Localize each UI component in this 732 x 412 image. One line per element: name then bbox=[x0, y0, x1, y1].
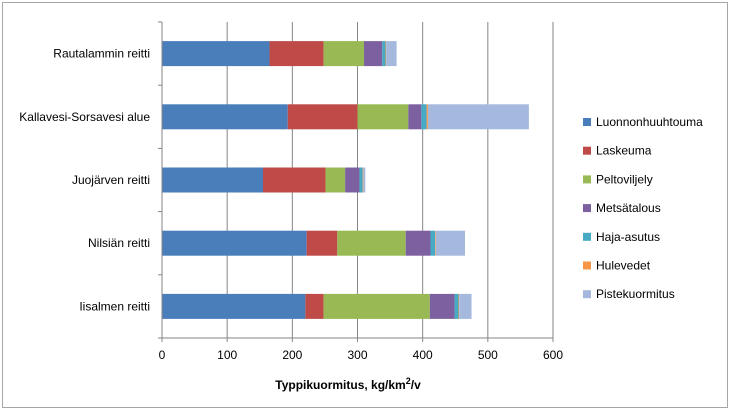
legend-swatch bbox=[583, 232, 591, 241]
bar-segment bbox=[385, 41, 387, 67]
bar-segment bbox=[359, 167, 363, 193]
bar-segment bbox=[458, 293, 460, 319]
bar-segment bbox=[435, 230, 436, 256]
legend-swatch bbox=[583, 261, 591, 270]
x-tick-label: 400 bbox=[413, 348, 433, 362]
category-label: Iisalmen reitti bbox=[79, 299, 150, 313]
category-label: Juojärven reitti bbox=[72, 173, 150, 187]
bars bbox=[162, 41, 529, 319]
bar-segment bbox=[325, 167, 346, 193]
bar-segment bbox=[421, 104, 427, 130]
x-tick-label: 0 bbox=[159, 348, 166, 362]
chart-frame bbox=[2, 2, 728, 408]
bar-segment bbox=[405, 230, 431, 256]
bar-segment bbox=[337, 230, 406, 256]
bar-segment bbox=[162, 104, 288, 130]
bar-segment bbox=[386, 41, 397, 67]
category-label: Nilsiän reitti bbox=[88, 236, 150, 250]
legend-swatch bbox=[583, 118, 591, 126]
bar-segment bbox=[323, 293, 430, 319]
bar-segment bbox=[408, 104, 422, 130]
bar-segment bbox=[429, 293, 455, 319]
category-label: Rautalammin reitti bbox=[53, 47, 150, 61]
x-axis-title: Typpikuormitus, kg/km2/v bbox=[275, 376, 421, 392]
legend-swatch bbox=[583, 204, 591, 213]
legend: Luonnonhuuhtouma Laskeuma Peltoviljely Mets… bbox=[583, 115, 703, 301]
bar-segment bbox=[345, 167, 360, 193]
x-tick-label: 600 bbox=[543, 348, 563, 362]
legend-swatch bbox=[583, 146, 591, 155]
x-tick-label: 500 bbox=[478, 348, 498, 362]
legend-label: Peltoviljely bbox=[596, 172, 653, 186]
bar-segment bbox=[357, 104, 409, 130]
bar-segment bbox=[263, 167, 326, 193]
bar-segment bbox=[362, 167, 364, 193]
bar-segment bbox=[426, 104, 428, 130]
bar-segment bbox=[427, 104, 529, 130]
legend-swatch bbox=[583, 290, 591, 299]
bar-segment bbox=[162, 167, 264, 193]
legend-label: Luonnonhuuhtouma bbox=[596, 115, 703, 129]
bar-segment bbox=[306, 230, 338, 256]
bar-segment bbox=[305, 293, 324, 319]
bar-segment bbox=[382, 41, 386, 67]
legend-label: Metsätalous bbox=[596, 201, 661, 215]
bar-segment bbox=[459, 293, 472, 319]
category-label: Kallavesi-Sorsavesi alue bbox=[19, 110, 150, 124]
legend-label: Hulevedet bbox=[596, 259, 651, 273]
bar-segment bbox=[162, 293, 306, 319]
bar-segment bbox=[364, 41, 383, 67]
bar-segment bbox=[162, 41, 270, 67]
legend-label: Haja-asutus bbox=[596, 230, 660, 244]
bar-segment bbox=[454, 293, 459, 319]
axes: 0 100 200 300 400 500 600 Rautalammin reitti Kal… bbox=[19, 21, 563, 362]
legend-label: Laskeuma bbox=[596, 144, 652, 158]
bar-segment bbox=[287, 104, 358, 130]
x-tick-label: 300 bbox=[347, 348, 367, 362]
bar-segment bbox=[269, 41, 324, 67]
bar-segment bbox=[323, 41, 365, 67]
bar-segment bbox=[435, 230, 466, 256]
x-tick-label: 100 bbox=[217, 348, 237, 362]
bar-segment bbox=[363, 167, 366, 193]
legend-swatch bbox=[583, 175, 591, 184]
gridlines bbox=[226, 22, 554, 338]
bar-segment bbox=[430, 230, 436, 256]
bar-segment bbox=[162, 230, 307, 256]
x-tick-label: 200 bbox=[282, 348, 302, 362]
legend-label: Pistekuormitus bbox=[596, 287, 675, 301]
